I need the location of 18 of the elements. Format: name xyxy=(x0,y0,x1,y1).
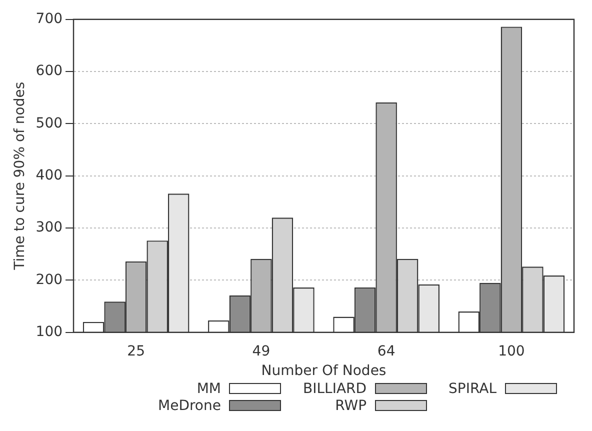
y-tick-label: 500 xyxy=(36,115,63,132)
y-tick-label: 600 xyxy=(36,63,63,80)
series-label: MM xyxy=(196,380,221,396)
x-tick-label: 25 xyxy=(127,343,145,360)
y-tick-label: 300 xyxy=(36,220,63,236)
x-axis-title: Number Of Nodes xyxy=(261,363,386,380)
y-tick-label: 200 xyxy=(36,272,63,288)
legend-label: RWP xyxy=(335,398,367,414)
legend-label: SPIRAL xyxy=(448,380,497,396)
legend-label: MeDrone xyxy=(158,398,221,414)
y-tick-label: 700 xyxy=(36,11,63,28)
y-tick-label: 100 xyxy=(36,324,63,340)
y-axis-title: Time to cure 90% of nodes xyxy=(12,82,28,271)
legend-label: BILLIARD xyxy=(302,380,367,396)
y-tick-label: 400 xyxy=(36,168,63,184)
x-tick-label: 49 xyxy=(252,343,270,360)
x-tick-label: 100 xyxy=(498,343,525,360)
x-tick-label: 64 xyxy=(377,343,396,360)
